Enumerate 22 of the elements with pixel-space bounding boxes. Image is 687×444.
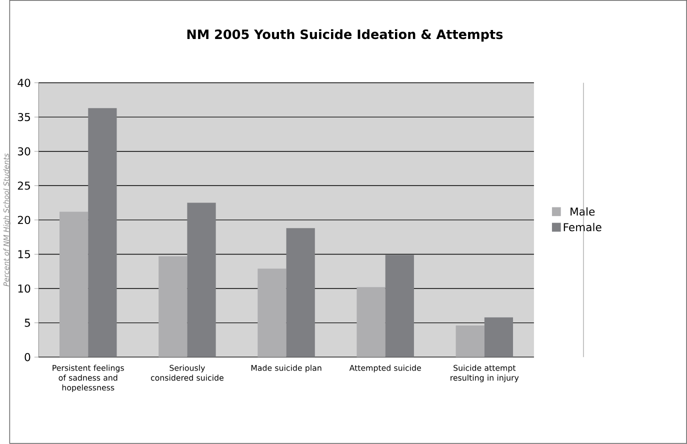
y-tick-label: 40 xyxy=(18,78,30,87)
y-tick-label: 5 xyxy=(24,318,30,327)
y-tick-label: 30 xyxy=(18,147,30,156)
y-tick-label: 35 xyxy=(18,113,30,122)
legend-label: Male xyxy=(570,207,595,216)
bar xyxy=(385,254,414,358)
bar xyxy=(258,268,286,358)
chart-title: NM 2005 Youth Suicide Ideation & Attempts xyxy=(187,29,503,42)
y-tick-label: 10 xyxy=(18,284,30,293)
bar xyxy=(286,228,315,358)
bar xyxy=(356,287,386,358)
bar xyxy=(456,326,484,358)
bar xyxy=(158,256,188,358)
bar xyxy=(187,202,216,358)
y-tick-label: 25 xyxy=(18,182,30,190)
bar xyxy=(88,108,117,358)
bar xyxy=(60,212,88,358)
legend-label: Female xyxy=(564,222,602,232)
y-tick-label: 15 xyxy=(18,250,30,258)
bar xyxy=(484,317,514,358)
y-tick-label: 0 xyxy=(24,353,30,362)
y-tick-label: 20 xyxy=(18,216,30,224)
